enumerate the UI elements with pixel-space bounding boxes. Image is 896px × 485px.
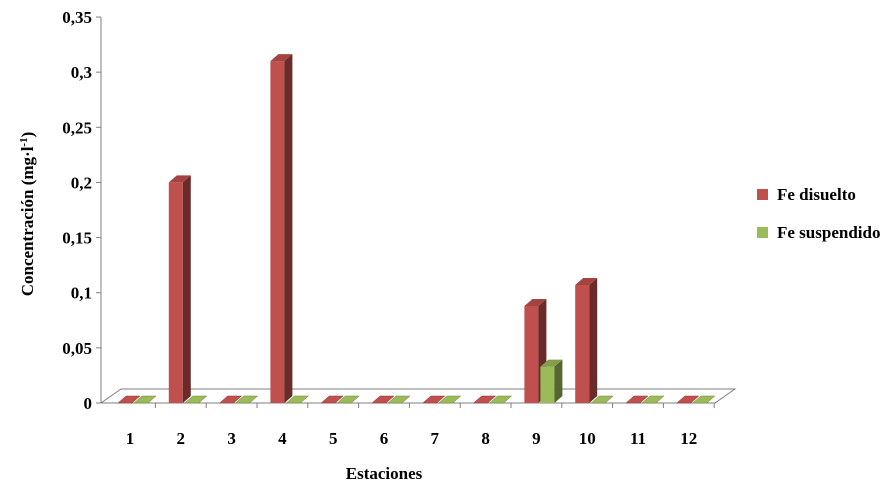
y-tick-label: 0,25 [62, 118, 92, 137]
bar-base [692, 395, 716, 404]
x-tick-label: 1 [126, 429, 135, 448]
x-axis-title: Estaciones [346, 464, 423, 483]
bar-fe-disuelto-8 [472, 395, 497, 404]
bar-fe-disuelto-6 [371, 395, 395, 404]
y-tick-label: 0,05 [62, 339, 92, 358]
y-axis-title-superscript: -1 [18, 137, 30, 146]
legend-swatch [757, 227, 768, 238]
bar-base [184, 395, 208, 404]
y-axis-title: Concentración (mg·l-1) [18, 132, 37, 297]
bar-base [117, 395, 141, 404]
bar-fe-disuelto-7 [422, 395, 446, 404]
bar-fe-suspendido-7 [438, 395, 462, 404]
legend-label: Fe disuelto [777, 185, 856, 204]
bar-fe-disuelto-12 [676, 395, 700, 404]
x-tick-label: 7 [431, 429, 440, 448]
axes [100, 17, 715, 404]
bar-fe-suspendido-12 [692, 395, 716, 404]
y-tick-labels: 0 0,05 0,1 0,15 0,2 0,25 0,3 0,35 [62, 8, 101, 413]
bar-base [488, 395, 513, 404]
bar-front [575, 284, 590, 403]
y-tick-label: 0 [84, 394, 93, 413]
legend-swatch [757, 189, 768, 200]
bar-base [472, 395, 497, 404]
bar-fe-suspendido-6 [387, 395, 411, 404]
bars [117, 54, 716, 404]
bar-fe-disuelto-11 [625, 395, 649, 404]
bar-fe-suspendido-3 [234, 395, 259, 404]
bar-fe-disuelto-1 [117, 395, 141, 404]
bar-base [676, 395, 700, 404]
x-tick-label: 10 [579, 429, 596, 448]
bar-fe-suspendido-8 [488, 395, 513, 404]
x-tick-label: 2 [177, 429, 186, 448]
bar-fe-disuelto-10 [575, 277, 598, 403]
bar-fe-disuelto-4 [270, 54, 293, 403]
bar-base [285, 395, 310, 404]
legend: Fe disuelto Fe suspendido [757, 185, 880, 242]
bar-base [438, 395, 462, 404]
legend-label: Fe suspendido [777, 223, 880, 242]
bar-fe-suspendido-11 [641, 395, 665, 404]
bar-base [133, 395, 157, 404]
x-tick-label: 3 [227, 429, 236, 448]
bar-base [336, 395, 360, 404]
x-tick-label: 9 [532, 429, 541, 448]
bar-top [524, 298, 547, 306]
bar-side [589, 277, 598, 403]
bar-base [387, 395, 411, 404]
x-tick-label: 8 [481, 429, 490, 448]
y-tick-label: 0,35 [62, 8, 92, 27]
x-tick-label: 11 [630, 429, 646, 448]
bar-base [371, 395, 395, 404]
bar-base [625, 395, 649, 404]
bar-side [182, 175, 191, 403]
bar-front [270, 61, 285, 403]
x-tick-label: 4 [278, 429, 287, 448]
bar-fe-suspendido-5 [336, 395, 360, 404]
y-tick-label: 0,3 [71, 63, 92, 82]
bar-fe-disuelto-2 [168, 175, 191, 403]
y-tick-label: 0,2 [71, 173, 92, 192]
x-tick-labels: 1 2 3 4 5 6 7 8 9 10 11 12 [126, 403, 715, 448]
bar-side [554, 359, 563, 403]
bar-base [422, 395, 446, 404]
x-tick-label: 6 [380, 429, 389, 448]
bar-base [234, 395, 259, 404]
x-tick-label: 5 [329, 429, 338, 448]
bar-side [284, 54, 293, 403]
bar-front [168, 182, 183, 403]
y-tick-label: 0,1 [71, 284, 92, 303]
bar-base [320, 395, 344, 404]
bar-fe-suspendido-10 [590, 395, 614, 404]
y-axis-title-main: Concentración (mg·l [18, 146, 37, 296]
bar-top [540, 359, 563, 367]
bar-fe-disuelto-3 [218, 395, 243, 404]
bar-base [218, 395, 243, 404]
bar-fe-suspendido-2 [184, 395, 208, 404]
bar-top [575, 277, 598, 285]
bar-base [641, 395, 665, 404]
bar-top [168, 175, 191, 183]
bar-fe-disuelto-5 [320, 395, 344, 404]
x-tick-label: 12 [680, 429, 697, 448]
bar-fe-suspendido-1 [133, 395, 157, 404]
bar-base [590, 395, 614, 404]
bar-front [540, 366, 555, 403]
y-tick-label: 0,15 [62, 229, 92, 248]
y-axis-title-suffix: ) [18, 132, 37, 138]
bar-fe-suspendido-4 [285, 395, 310, 404]
bar-front [524, 305, 539, 403]
bar-fe-suspendido-9 [540, 359, 563, 403]
bar-top [270, 54, 293, 62]
